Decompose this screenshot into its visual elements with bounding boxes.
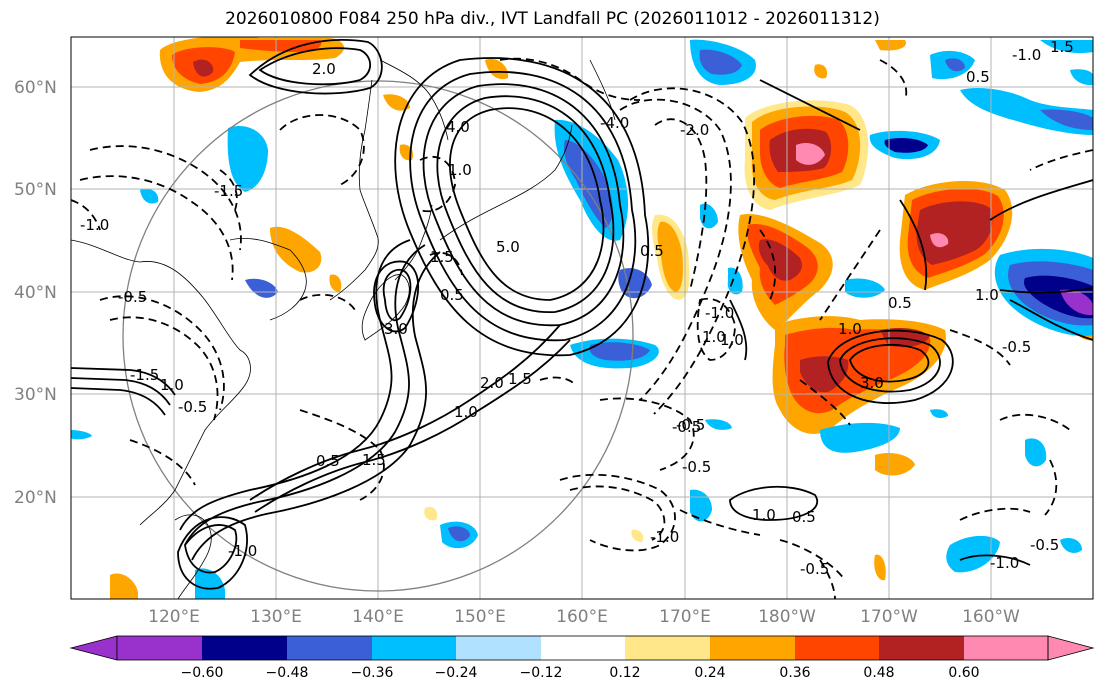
contour-label: 1.0 <box>702 328 726 346</box>
contour-label: 1.0 <box>720 331 744 349</box>
colorbar-extend-max <box>1047 635 1095 661</box>
colorbar-extend-min <box>69 635 118 661</box>
contour-label: -1.0 <box>650 528 679 546</box>
map-frame <box>70 36 1094 600</box>
contour-label: 0.5 <box>888 294 912 312</box>
lat-tick-label: 50°N <box>14 180 57 200</box>
contour-label: -0.5 <box>1002 338 1031 356</box>
colorbar-tick-label: −0.60 <box>181 665 224 681</box>
contour-labels: 2.0 4.0 1.0 1.5 0.5 5.0 3.0 2.0 1.5 1.0 … <box>80 38 1074 578</box>
figure-title: 2026010800 F084 250 hPa div., IVT Landfa… <box>225 9 880 29</box>
contour-label: 0.5 <box>440 286 464 304</box>
contour-label: 1.5 <box>1050 38 1074 56</box>
contour-label: 4.0 <box>446 118 470 136</box>
colorbar-tick-label: 0.60 <box>948 665 979 681</box>
colorbar-tick-label: −0.24 <box>435 665 478 681</box>
colorbar-tick-label: 0.36 <box>779 665 810 681</box>
contour-label: -4.0 <box>600 114 629 132</box>
lon-tick-label: 130°E <box>250 607 302 627</box>
contour-label: 3.0 <box>860 374 884 392</box>
colorbar-swatch <box>964 636 1048 660</box>
lon-tick-label: 150°E <box>454 607 506 627</box>
contour-label: -0.5 <box>672 418 701 436</box>
contour-label: -1.0 <box>705 304 734 322</box>
contour-label: -1.0 <box>990 554 1019 572</box>
contour-label: -0.5 <box>118 288 147 306</box>
colorbar-swatch <box>795 636 879 660</box>
contour-label: -1.5 <box>130 366 159 384</box>
contour-label: -2.0 <box>680 121 709 139</box>
colorbar-swatch <box>456 636 541 660</box>
contour-label: 0.5 <box>966 68 990 86</box>
contour-label: 0.5 <box>792 508 816 526</box>
lat-tick-label: 20°N <box>14 488 57 508</box>
negative-contours <box>71 57 1093 599</box>
coastlines <box>71 59 616 599</box>
latitude-labels: 20°N 30°N 40°N 50°N 60°N <box>14 78 57 508</box>
contour-label: 1.0 <box>752 506 776 524</box>
contour-label: -1.5 <box>214 182 243 200</box>
colorbar-tick-label: 0.24 <box>694 665 725 681</box>
contour-label: -0.5 <box>800 560 829 578</box>
lon-tick-label: 180°W <box>758 607 816 627</box>
colorbar-swatch <box>710 636 795 660</box>
contour-label: -0.5 <box>682 458 711 476</box>
colorbar-swatch <box>625 636 710 660</box>
colorbar: −0.60 −0.48 −0.36 −0.24 −0.12 0.12 0.24 … <box>69 635 1095 681</box>
negative-divergence-shading <box>71 39 1093 599</box>
contour-label: 1.5 <box>362 451 386 469</box>
lon-tick-label: 160°W <box>962 607 1020 627</box>
contour-label: -1.0 <box>80 216 109 234</box>
colorbar-tick-label: −0.12 <box>520 665 563 681</box>
colorbar-swatch <box>287 636 372 660</box>
contour-label: 2.0 <box>312 60 336 78</box>
contour-label: -1.0 <box>228 542 257 560</box>
colorbar-tick-label: 0.48 <box>863 665 894 681</box>
lon-tick-label: 140°E <box>352 607 404 627</box>
contour-label: 1.5 <box>430 248 454 266</box>
lat-tick-label: 40°N <box>14 283 57 303</box>
contour-label: -0.5 <box>1030 536 1059 554</box>
longitude-labels: 120°E 130°E 140°E 150°E 160°E 170°E 180°… <box>148 607 1020 627</box>
contour-label: 1.0 <box>975 286 999 304</box>
map-panel: 2.0 4.0 1.0 1.5 0.5 5.0 3.0 2.0 1.5 1.0 … <box>71 37 1093 599</box>
colorbar-tick-label: −0.48 <box>266 665 309 681</box>
lon-tick-label: 170°W <box>860 607 918 627</box>
lon-tick-label: 170°E <box>659 607 711 627</box>
colorbar-swatch <box>372 636 456 660</box>
lat-tick-label: 60°N <box>14 78 57 98</box>
positive-contours <box>71 39 1093 590</box>
lon-tick-label: 120°E <box>148 607 200 627</box>
contour-label: 5.0 <box>496 238 520 256</box>
contour-label: -0.5 <box>178 398 207 416</box>
contour-label: 1.0 <box>448 161 472 179</box>
contour-label: 1.0 <box>454 403 478 421</box>
lat-tick-label: 30°N <box>14 385 57 405</box>
contour-label: 0.5 <box>316 452 340 470</box>
contour-label: -0.5 <box>676 416 705 434</box>
contour-label: 2.0 <box>480 374 504 392</box>
contour-label: 0.5 <box>640 242 664 260</box>
colorbar-swatch <box>879 636 964 660</box>
contour-label: 1.0 <box>838 320 862 338</box>
contour-label: 1.5 <box>508 370 532 388</box>
contour-label: 3.0 <box>384 320 408 338</box>
colorbar-swatch <box>202 636 287 660</box>
colorbar-frame <box>116 635 1049 661</box>
contour-label: 1.0 <box>160 376 184 394</box>
colorbar-tick-label: 0.12 <box>609 665 640 681</box>
contour-label: -1.0 <box>1012 46 1041 64</box>
lon-tick-label: 160°E <box>556 607 608 627</box>
colorbar-swatch <box>117 636 202 660</box>
colorbar-tick-label: −0.36 <box>351 665 394 681</box>
colorbar-swatch <box>541 636 625 660</box>
